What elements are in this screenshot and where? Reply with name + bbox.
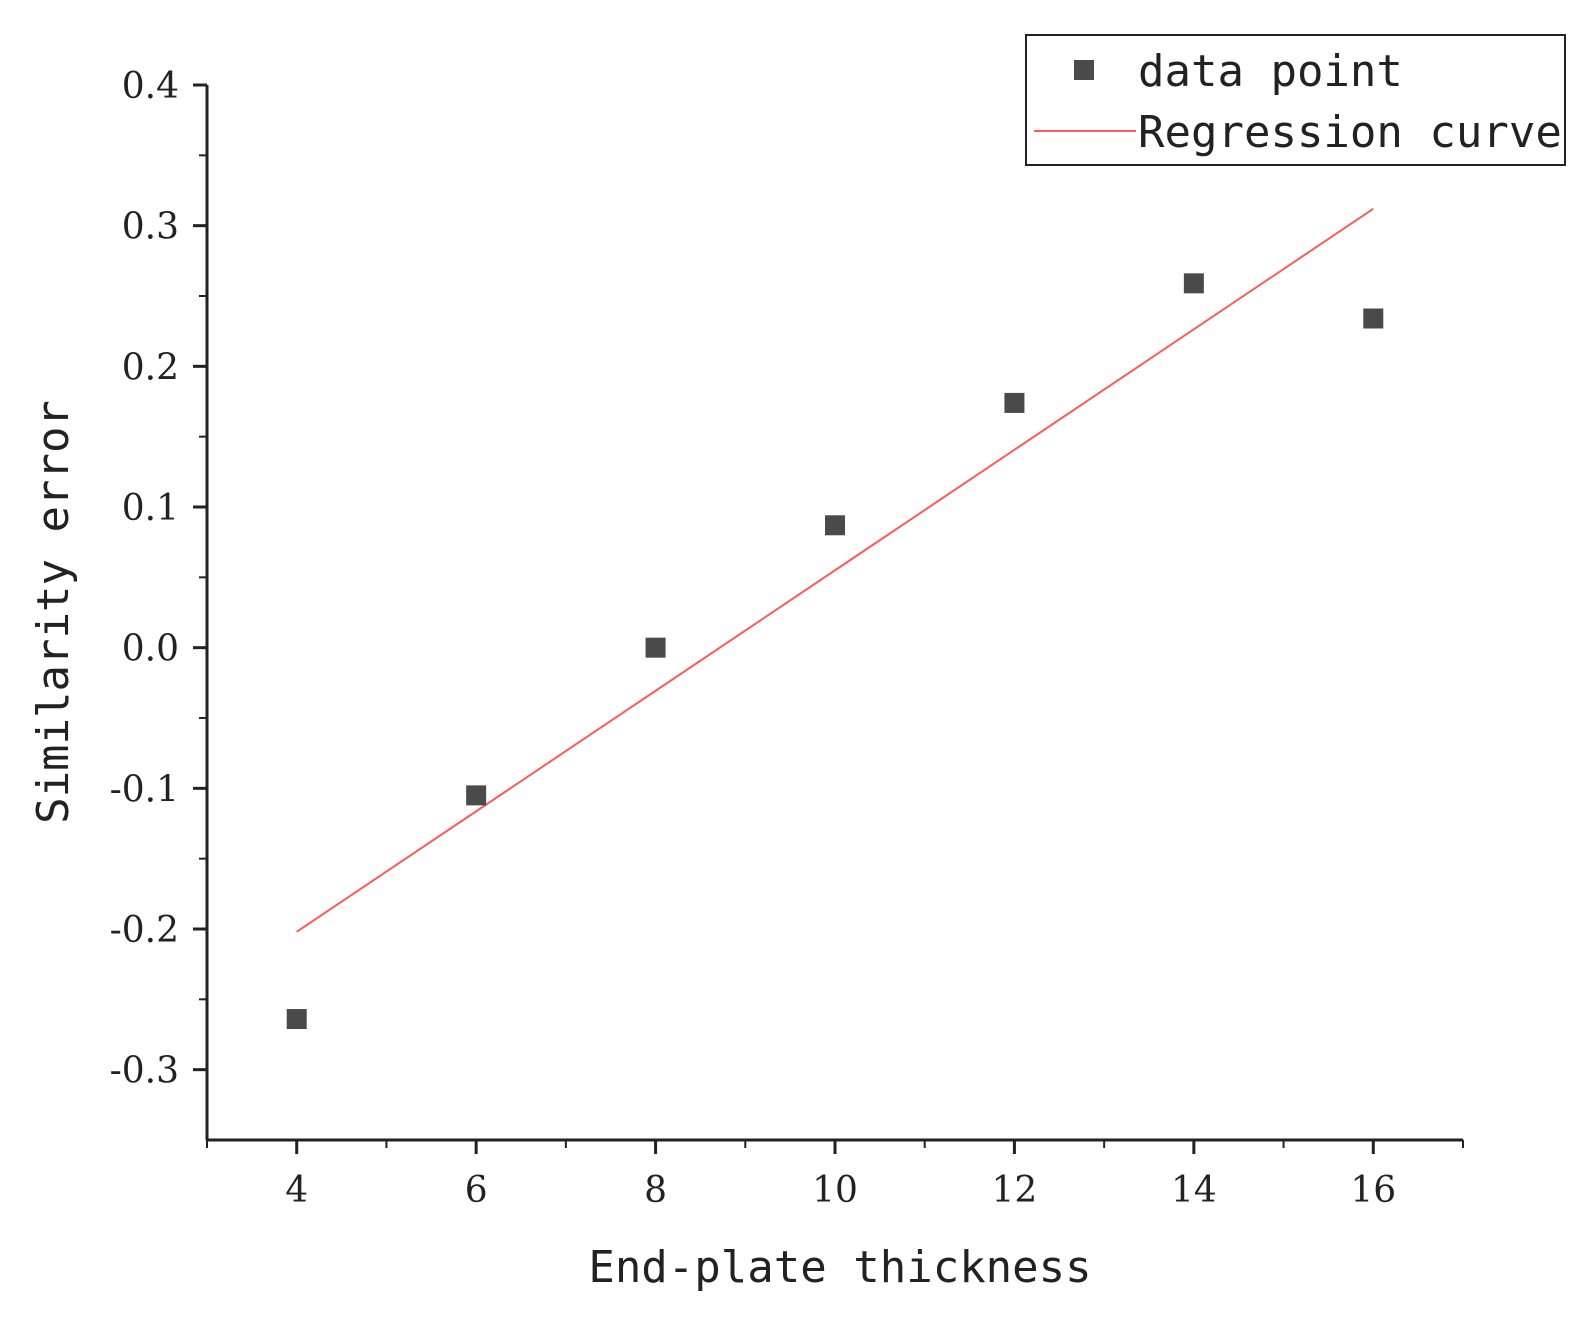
x-tick-label: 12	[992, 1170, 1038, 1211]
y-tick-label: 0.2	[122, 347, 179, 388]
data-point-marker	[825, 515, 845, 536]
y-tick-label: 0.3	[122, 207, 179, 248]
x-tick-label: 4	[285, 1170, 308, 1211]
x-tick-label: 6	[465, 1170, 488, 1211]
x-axis-title: End-plate thickness	[588, 1242, 1091, 1293]
data-point-marker	[1183, 273, 1204, 294]
y-axis-title: Similarity error	[28, 400, 79, 824]
x-tick-label: 16	[1350, 1170, 1396, 1211]
legend-label-regression-curve: Regression curve	[1138, 107, 1562, 158]
data-point-marker	[1004, 392, 1025, 413]
data-point-marker	[1363, 308, 1384, 329]
x-tick-label: 10	[812, 1170, 858, 1211]
y-tick-label: 0.1	[122, 488, 179, 529]
y-tick-label: 0.0	[122, 629, 179, 670]
legend: data point Regression curve	[1025, 34, 1566, 166]
y-tick-label: -0.2	[110, 910, 179, 951]
data-point-marker	[466, 785, 487, 806]
data-point-marker	[645, 637, 666, 658]
legend-label-data-point: data point	[1138, 46, 1403, 97]
x-tick-label: 8	[644, 1170, 667, 1211]
plot-marks	[286, 207, 1384, 1030]
y-tick-label: 0.4	[122, 66, 179, 107]
y-tick-label: -0.1	[110, 769, 179, 810]
regression-curve-line	[296, 207, 1374, 933]
legend-square-marker	[1074, 60, 1094, 80]
data-point-marker	[286, 1009, 307, 1030]
y-tick-label: -0.3	[110, 1051, 179, 1092]
legend-frame	[1025, 34, 1566, 166]
x-tick-label: 14	[1171, 1170, 1217, 1211]
axes: -0.3 -0.2 -0.1 0.0 0.1 0.2 0.3 0.4 4 6 8 10 12 14 16	[110, 66, 1464, 1211]
